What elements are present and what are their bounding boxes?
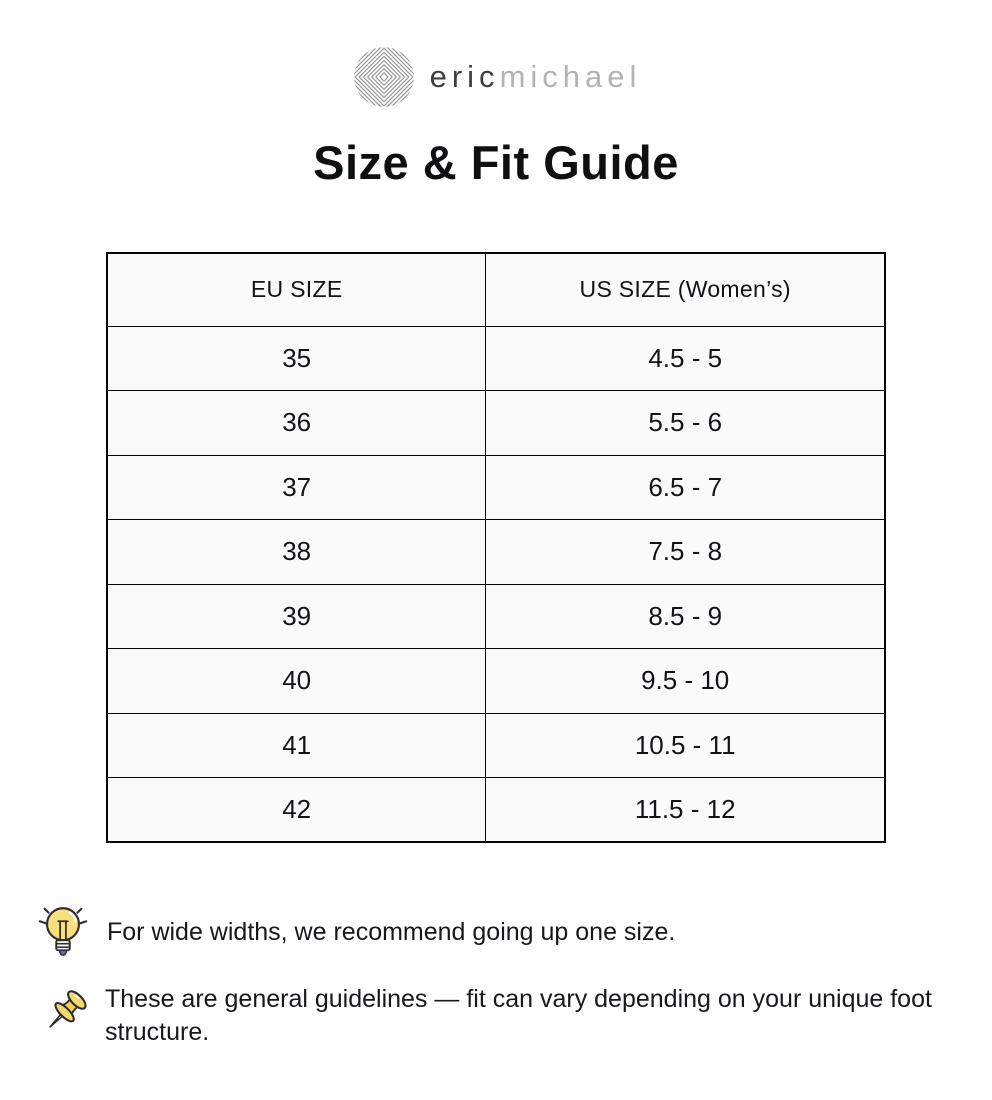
size-table: EU SIZE US SIZE (Women’s) 35 4.5 - 5 36 5.5… <box>106 252 886 843</box>
eu-size-cell: 39 <box>106 583 487 649</box>
eu-size-cell: 35 <box>106 325 487 391</box>
us-size-cell: 11.5 - 12 <box>485 777 886 843</box>
lightbulb-icon <box>34 899 92 966</box>
brand-wordmark-primary: eric <box>429 59 500 94</box>
brand-logo: ericmichael <box>0 0 992 110</box>
eu-size-cell: 40 <box>106 648 487 714</box>
table-row: 37 6.5 - 7 <box>106 454 886 520</box>
page-title: Size & Fit Guide <box>313 136 679 189</box>
us-size-cell: 9.5 - 10 <box>485 648 886 714</box>
brand-diamond-icon <box>351 44 417 110</box>
eu-size-cell: 41 <box>106 712 487 778</box>
note-wide-widths: For wide widths, we recommend going up o… <box>34 899 992 966</box>
table-row: 39 8.5 - 9 <box>106 583 886 649</box>
us-size-cell: 4.5 - 5 <box>485 325 886 391</box>
size-table-head: EU SIZE US SIZE (Women’s) <box>106 252 886 327</box>
us-size-cell: 5.5 - 6 <box>485 390 886 456</box>
us-size-cell: 10.5 - 11 <box>485 712 886 778</box>
table-row: 40 9.5 - 10 <box>106 648 886 714</box>
note-text-wide-widths: For wide widths, we recommend going up o… <box>107 918 676 946</box>
us-size-cell: 6.5 - 7 <box>485 454 886 520</box>
column-header-us-size: US SIZE (Women’s) <box>485 252 886 327</box>
brand-wordmark-secondary: michael <box>499 59 642 94</box>
eu-size-cell: 37 <box>106 454 487 520</box>
size-table-container: EU SIZE US SIZE (Women’s) 35 4.5 - 5 36 5.5… <box>106 252 886 843</box>
table-row: 35 4.5 - 5 <box>106 325 886 391</box>
pushpin-icon <box>34 981 90 1050</box>
table-row: 41 10.5 - 11 <box>106 712 886 778</box>
table-row: 38 7.5 - 8 <box>106 519 886 585</box>
note-general-guidelines: These are general guidelines — fit can v… <box>34 981 992 1050</box>
table-row: 36 5.5 - 6 <box>106 390 886 456</box>
eu-size-cell: 36 <box>106 390 487 456</box>
eu-size-cell: 38 <box>106 519 487 585</box>
note-text-general-guidelines: These are general guidelines — fit can v… <box>105 984 932 1046</box>
table-header-row: EU SIZE US SIZE (Women’s) <box>106 252 886 327</box>
eu-size-cell: 42 <box>106 777 487 843</box>
notes-section: For wide widths, we recommend going up o… <box>34 899 992 1050</box>
us-size-cell: 8.5 - 9 <box>485 583 886 649</box>
table-row: 42 11.5 - 12 <box>106 777 886 843</box>
column-header-eu-size: EU SIZE <box>106 252 487 327</box>
us-size-cell: 7.5 - 8 <box>485 519 886 585</box>
brand-wordmark: ericmichael <box>430 59 642 95</box>
size-table-body: 35 4.5 - 5 36 5.5 - 6 37 6.5 - 7 38 7.5 - 8 39 8.… <box>106 325 886 843</box>
